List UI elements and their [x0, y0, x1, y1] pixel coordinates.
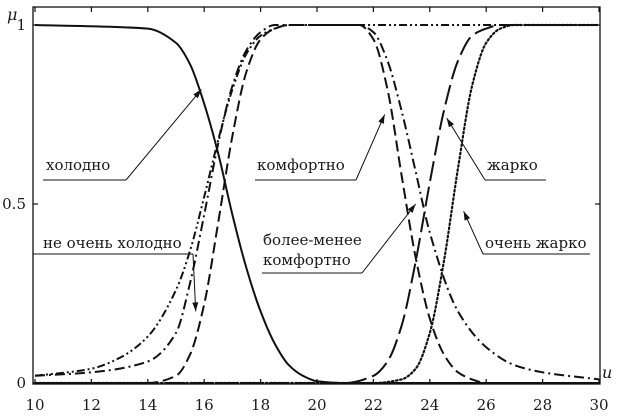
ticks: 10 12 14 16 18 20 22 24 26 28 30 0 0.5 1: [2, 7, 609, 414]
series-line-komfortno: [35, 23, 599, 384]
y-tick-label: 0.5: [2, 195, 26, 213]
x-tick-label: 10: [25, 396, 44, 414]
x-tick-label: 24: [420, 396, 439, 414]
annotation-ochen-zharko: очень жарко: [463, 210, 590, 255]
annotation-leader: [125, 89, 202, 181]
y-axis-label: μ: [7, 5, 17, 24]
x-tick-label: 14: [138, 396, 157, 414]
annotation-arrowhead: [378, 114, 385, 124]
x-tick-label: 30: [589, 396, 608, 414]
y-tick-label: 0: [16, 374, 26, 392]
annotation-arrowhead: [446, 118, 454, 128]
annotation-bolee-menee-komfortno: более-менее комфортно: [262, 203, 417, 274]
plot-frame: [32, 6, 601, 385]
series-line-ne-ochen-holodno: [34, 23, 599, 377]
annotation-label: более-менее: [263, 231, 362, 249]
annotation-ne-ochen-holodno: не очень холодно: [33, 234, 199, 312]
annotation-label: комфортно: [263, 251, 351, 269]
axes-frame: [32, 6, 601, 385]
series-line-bolee-menee-komfortno: [34, 23, 600, 381]
annotation-leader: [361, 203, 417, 274]
annotation-label: очень жарко: [485, 234, 587, 252]
annotation-holodno: холодно: [43, 89, 202, 181]
annotation-leader: [355, 114, 386, 181]
y-tick-label: 1: [16, 16, 26, 34]
annotation-label: не очень холодно: [43, 234, 182, 252]
annotation-arrowhead: [193, 89, 202, 99]
x-axis-label: u: [602, 363, 612, 382]
annotation-label: комфортно: [257, 156, 345, 174]
x-tick-label: 22: [364, 396, 383, 414]
annotation-arrowhead: [192, 302, 199, 312]
series-line-holodno: [34, 24, 599, 384]
x-tick-label: 18: [251, 396, 270, 414]
series-line-zharko: [35, 23, 599, 384]
series-line-ochen-zharko: [33, 23, 600, 384]
x-tick-label: 26: [477, 396, 496, 414]
x-tick-label: 16: [195, 396, 214, 414]
annotation-arrowhead: [463, 211, 471, 221]
x-tick-label: 20: [307, 396, 326, 414]
annotation-leader: [192, 253, 197, 312]
annotation-arrowhead: [407, 204, 416, 213]
annotation-leader: [446, 117, 486, 181]
annotation-zharko: жарко: [446, 117, 546, 181]
series-layer: [33, 23, 600, 384]
x-tick-label: 12: [82, 396, 101, 414]
annotation-label: жарко: [487, 156, 538, 174]
annotation-label: холодно: [46, 156, 110, 174]
x-tick-label: 28: [533, 396, 552, 414]
annotation-komfortno: комфортно: [255, 114, 386, 181]
